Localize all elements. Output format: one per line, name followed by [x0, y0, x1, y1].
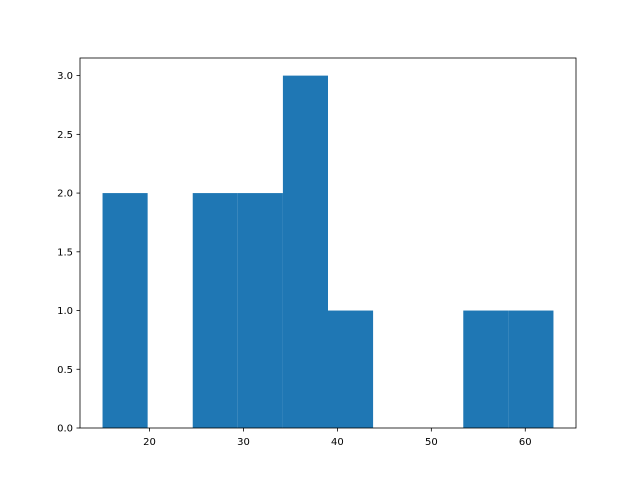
- histogram-bar-2: [192, 193, 238, 428]
- y-tick-label: 0.0: [57, 424, 73, 435]
- x-tick-label: 50: [425, 437, 438, 448]
- y-tick-label: 0.5: [57, 365, 73, 376]
- histogram-bar-3: [237, 193, 283, 428]
- x-tick-label: 60: [519, 437, 532, 448]
- histogram-bar-5: [328, 310, 374, 428]
- y-tick-label: 2.5: [57, 130, 73, 141]
- y-tick-label: 1.5: [57, 247, 73, 258]
- histogram-bar-9: [508, 310, 554, 428]
- x-tick-label: 30: [237, 437, 250, 448]
- x-tick-label: 40: [331, 437, 344, 448]
- plot-frame: [79, 57, 577, 429]
- histogram-bar-8: [463, 310, 509, 428]
- x-axis-ticks: 20 30 40 50 60: [143, 428, 532, 448]
- y-tick-label: 2.0: [57, 189, 73, 200]
- bars-group: [102, 75, 554, 428]
- y-tick-label: 1.0: [57, 306, 73, 317]
- y-tick-label: 3.0: [57, 71, 73, 82]
- histogram-bar-4: [282, 75, 328, 428]
- x-tick-label: 20: [143, 437, 156, 448]
- y-axis-ticks: 0.0 0.5 1.0 1.5 2.0 2.5 3.0: [57, 71, 80, 435]
- histogram-bar-0: [102, 193, 148, 428]
